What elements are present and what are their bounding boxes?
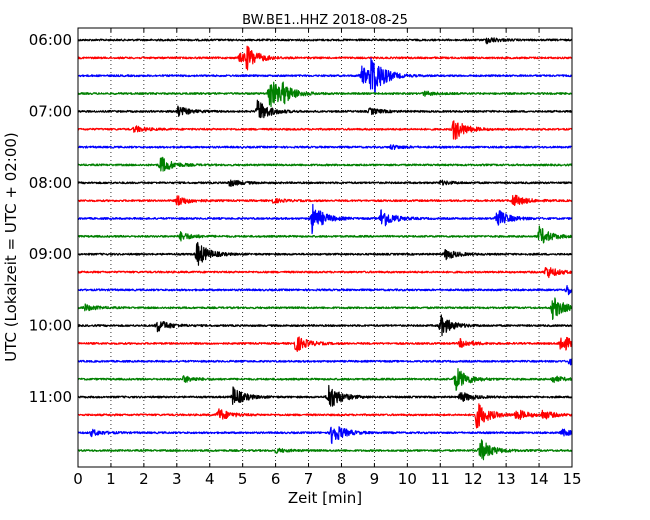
trace-line-0715	[77, 120, 573, 140]
trace-line-1100	[77, 384, 573, 407]
x-tick-label: 4	[205, 470, 215, 488]
trace-line-0830	[77, 203, 573, 235]
x-tick-label: 1	[106, 470, 116, 488]
trace-line-0745	[77, 156, 573, 172]
trace-line-1145	[77, 439, 573, 461]
x-tick-label: 0	[73, 470, 83, 488]
trace-line-0930	[77, 284, 573, 296]
seismogram-traces	[77, 37, 573, 461]
trace-line-0915	[77, 267, 573, 279]
trace-line-1130	[77, 426, 573, 445]
trace-line-0630	[77, 57, 573, 95]
y-axis: 06:00 07:00 08:00 09:00 10:00 11:00	[29, 31, 572, 406]
trace-line-0600	[77, 37, 573, 45]
trace-line-1000	[77, 314, 573, 337]
x-tick-label: 15	[562, 470, 581, 488]
trace-line-1015	[77, 336, 573, 353]
trace-line-0645	[77, 81, 573, 108]
chart-title: BW.BE1..HHZ 2018-08-25	[242, 13, 408, 28]
y-axis-label: UTC (Lokalzeit = UTC + 02:00)	[2, 132, 20, 362]
plot-frame	[77, 27, 573, 468]
x-tick-label: 6	[271, 470, 281, 488]
y-tick-label: 09:00	[29, 245, 72, 263]
plot-area	[78, 28, 572, 467]
trace-line-0900	[77, 241, 573, 266]
y-tick-label: 06:00	[29, 31, 72, 49]
trace-line-0700	[77, 99, 573, 119]
trace-line-0730	[77, 144, 573, 151]
x-tick-label: 7	[304, 470, 314, 488]
x-axis-label: Zeit [min]	[288, 489, 362, 507]
y-tick-label: 10:00	[29, 317, 72, 335]
x-tick-label: 8	[337, 470, 347, 488]
trace-line-1045	[77, 368, 573, 391]
trace-line-1030	[77, 358, 573, 366]
trace-line-0815	[77, 194, 573, 207]
x-tick-label: 11	[431, 470, 450, 488]
x-tick-label: 10	[398, 470, 417, 488]
x-tick-label: 2	[139, 470, 149, 488]
trace-line-0945	[77, 297, 573, 320]
x-axis: 0 1 2 3 4 5 6 7 8 9 10 11 12 13 14 15	[73, 28, 582, 488]
y-tick-label: 11:00	[29, 388, 72, 406]
trace-line-0845	[77, 225, 573, 244]
x-tick-label: 5	[238, 470, 248, 488]
x-tick-label: 3	[172, 470, 182, 488]
x-tick-label: 9	[370, 470, 380, 488]
x-tick-label: 12	[464, 470, 483, 488]
y-tick-label: 08:00	[29, 174, 72, 192]
x-tick-label: 13	[497, 470, 516, 488]
y-tick-label: 07:00	[29, 102, 72, 120]
x-tick-label: 14	[530, 470, 549, 488]
trace-line-0800	[77, 179, 573, 187]
trace-line-1115	[77, 403, 573, 429]
trace-line-0615	[77, 45, 573, 71]
